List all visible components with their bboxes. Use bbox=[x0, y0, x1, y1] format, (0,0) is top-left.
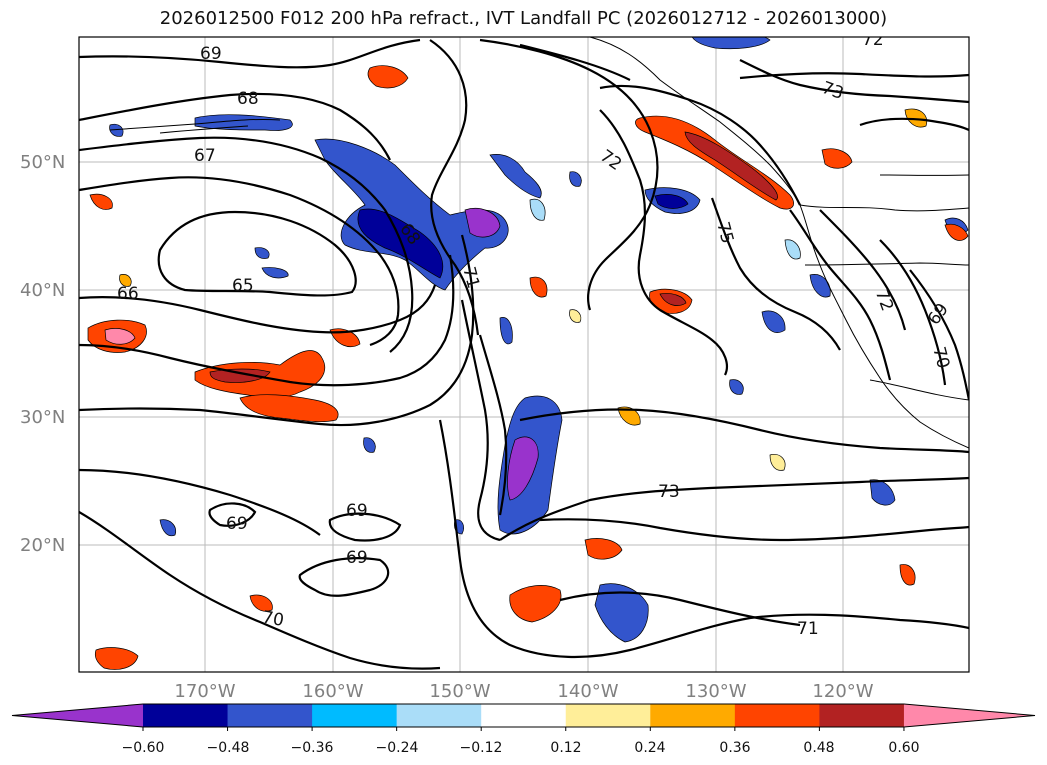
lat-label: 40°N bbox=[20, 280, 65, 301]
colorbar-extend-max bbox=[903, 704, 1035, 727]
colorbar-segment bbox=[396, 704, 482, 727]
lat-label: 30°N bbox=[20, 407, 65, 428]
lon-label: 160°W bbox=[302, 681, 363, 702]
contour-label: 73 bbox=[658, 482, 680, 502]
lat-label: 50°N bbox=[20, 152, 65, 173]
contour-label: 71 bbox=[797, 619, 819, 639]
colorbar-tick-label: −0.24 bbox=[376, 740, 419, 756]
contour-label: 67 bbox=[194, 146, 216, 166]
colorbar bbox=[11, 703, 1036, 731]
colorbar-segment bbox=[819, 704, 905, 727]
colorbar-ticks: −0.60 −0.48 −0.36 −0.24 −0.12 0.12 0.24 … bbox=[122, 740, 920, 756]
colorbar-segment bbox=[143, 704, 229, 727]
colorbar-tick-label: 0.24 bbox=[634, 740, 665, 756]
colorbar-segment bbox=[227, 704, 313, 727]
positive-anomaly-regions bbox=[87, 65, 969, 670]
contour-label: 69 bbox=[346, 501, 368, 521]
colorbar-extend-min bbox=[12, 704, 143, 727]
contour-label: 72 bbox=[862, 30, 884, 50]
lon-label: 120°W bbox=[812, 681, 873, 702]
map-background bbox=[79, 37, 969, 672]
map-frame bbox=[78, 36, 970, 673]
colorbar-segment bbox=[650, 704, 736, 727]
coastlines bbox=[109, 37, 969, 449]
colorbar-tick-label: −0.36 bbox=[291, 740, 334, 756]
colorbar-segment bbox=[481, 704, 567, 727]
lon-label: 140°W bbox=[557, 681, 618, 702]
colorbar-tick-label: −0.60 bbox=[122, 740, 165, 756]
contour-label: 69 bbox=[226, 514, 248, 534]
colorbar-tick-label: 0.36 bbox=[719, 740, 750, 756]
contour-labels: 69 68 67 66 65 68 71 72 73 75 72 69 70 7… bbox=[117, 30, 953, 639]
colorbar-segment bbox=[565, 704, 651, 727]
lon-label: 150°W bbox=[429, 681, 490, 702]
lat-label: 20°N bbox=[20, 535, 65, 556]
contour-label: 69 bbox=[346, 548, 368, 568]
contour-label: 70 bbox=[261, 607, 286, 630]
map-title: 2026012500 F012 200 hPa refract., IVT La… bbox=[159, 8, 888, 29]
colorbar-tick-label: −0.48 bbox=[207, 740, 250, 756]
contour-label: 66 bbox=[117, 284, 139, 304]
contour-label: 69 bbox=[200, 44, 222, 64]
contour-label: 68 bbox=[237, 89, 259, 109]
lon-label: 130°W bbox=[685, 681, 746, 702]
lon-label: 170°W bbox=[174, 681, 235, 702]
colorbar-segment bbox=[734, 704, 820, 727]
contour-label: 65 bbox=[232, 276, 254, 296]
colorbar-tick-label: 0.48 bbox=[803, 740, 834, 756]
colorbar-segment bbox=[312, 704, 398, 727]
colorbar-tick-label: 0.60 bbox=[888, 740, 919, 756]
colorbar-tick-label: 0.12 bbox=[550, 740, 581, 756]
refractivity-contours bbox=[79, 38, 969, 670]
colorbar-tick-label: −0.12 bbox=[460, 740, 503, 756]
